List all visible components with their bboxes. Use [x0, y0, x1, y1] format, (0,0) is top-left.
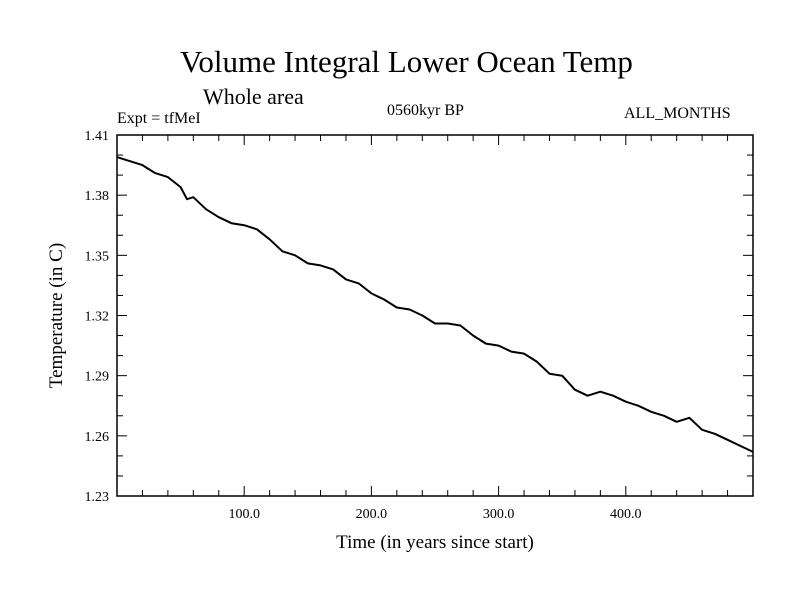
chart-subtitle: Whole area: [203, 84, 304, 109]
x-tick-label: 400.0: [610, 507, 642, 522]
y-tick-label: 1.29: [85, 370, 110, 385]
y-tick-label: 1.35: [85, 249, 110, 264]
x-tick-label: 100.0: [228, 507, 260, 522]
tick-marks: [117, 135, 753, 496]
y-tick-label: 1.23: [85, 490, 110, 505]
x-tick-label: 300.0: [483, 507, 515, 522]
chart-title: Volume Integral Lower Ocean Temp: [180, 44, 633, 79]
plot-frame: [116, 134, 754, 497]
y-tick-label: 1.32: [85, 310, 110, 325]
experiment-label: Expt = tfMeI: [117, 110, 201, 127]
temperature-series-line: [116, 156, 754, 453]
tick-labels: 100.0 200.0 300.0 400.0 1.23 1.26 1.29 1.32 1.35…: [85, 129, 642, 522]
months-label: ALL_MONTHS: [624, 105, 731, 122]
period-label: 0560kyr BP: [387, 102, 464, 119]
y-axis-label: Temperature (in C): [46, 243, 67, 388]
y-tick-label: 1.26: [85, 430, 110, 445]
y-tick-label: 1.41: [85, 129, 110, 144]
y-tick-label: 1.38: [85, 189, 110, 204]
x-tick-label: 200.0: [356, 507, 388, 522]
x-axis-label: Time (in years since start): [336, 532, 534, 553]
